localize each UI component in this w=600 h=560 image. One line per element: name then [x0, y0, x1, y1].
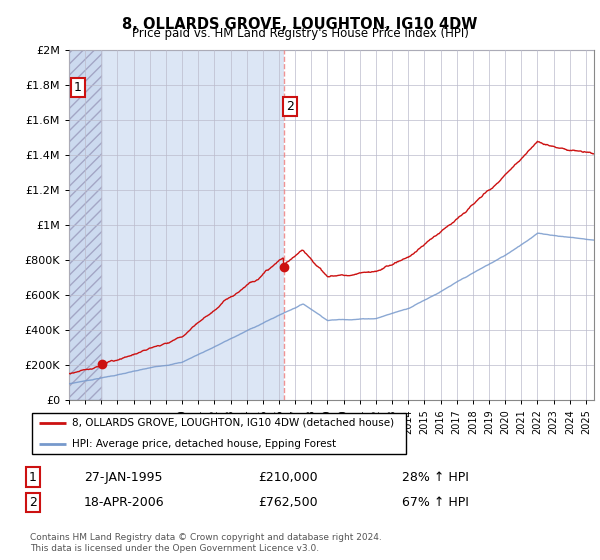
Text: 28% ↑ HPI: 28% ↑ HPI [402, 470, 469, 484]
Text: 8, OLLARDS GROVE, LOUGHTON, IG10 4DW: 8, OLLARDS GROVE, LOUGHTON, IG10 4DW [122, 17, 478, 32]
Text: 2: 2 [29, 496, 37, 509]
Bar [69, 50, 103, 400]
Text: 1: 1 [74, 81, 82, 94]
Text: 18-APR-2006: 18-APR-2006 [84, 496, 164, 509]
Text: £210,000: £210,000 [258, 470, 317, 484]
Text: Price paid vs. HM Land Registry's House Price Index (HPI): Price paid vs. HM Land Registry's House … [131, 27, 469, 40]
Text: 27-JAN-1995: 27-JAN-1995 [84, 470, 163, 484]
Text: Contains HM Land Registry data © Crown copyright and database right 2024.
This d: Contains HM Land Registry data © Crown c… [30, 533, 382, 553]
Text: 8, OLLARDS GROVE, LOUGHTON, IG10 4DW (detached house): 8, OLLARDS GROVE, LOUGHTON, IG10 4DW (de… [71, 418, 394, 428]
Bar [69, 50, 284, 400]
Text: £762,500: £762,500 [258, 496, 317, 509]
Text: HPI: Average price, detached house, Epping Forest: HPI: Average price, detached house, Eppi… [71, 439, 336, 449]
Text: 67% ↑ HPI: 67% ↑ HPI [402, 496, 469, 509]
Text: 2: 2 [286, 100, 294, 113]
FancyBboxPatch shape [32, 413, 406, 454]
Text: 1: 1 [29, 470, 37, 484]
